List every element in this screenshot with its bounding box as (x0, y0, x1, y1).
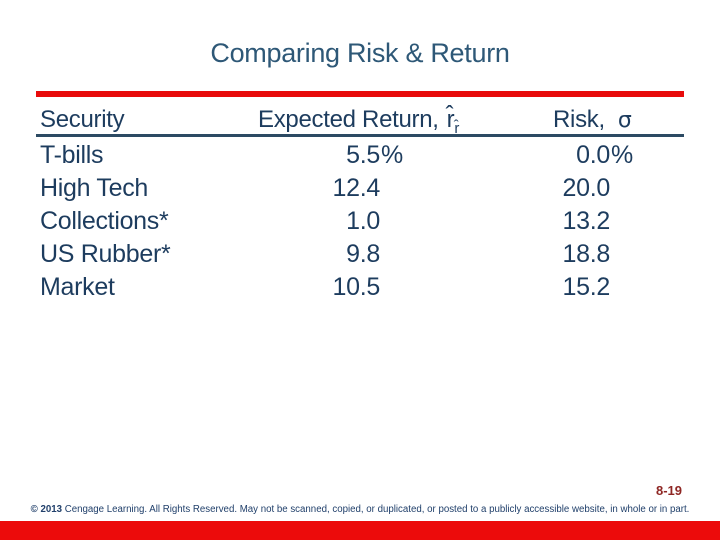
expected-return-cell: 9.8 (346, 240, 380, 268)
risk-cell: 18.8 (562, 240, 611, 268)
table-row: Market 10.5 15.2 (0, 271, 720, 304)
security-cell: T-bills (40, 141, 104, 169)
expected-return-cell: 5.5 (346, 141, 380, 169)
security-cell: Market (40, 273, 115, 301)
copyright-body: Cengage Learning. All Rights Reserved. M… (64, 504, 690, 515)
r-hat-subscript: r̂ (454, 119, 460, 137)
col-header-risk: Risk, σ (553, 104, 632, 136)
risk-cell: 13.2 (562, 207, 611, 235)
risk-cell: 20.0 (562, 174, 611, 202)
table-row: US Rubber* 9.8 18.8 (0, 238, 720, 271)
table-row: Collections* 1.0 13.2 (0, 205, 720, 238)
expected-return-cell: 1.0 (346, 207, 380, 235)
table-header-row: Security Expected Return, r̂r̂ Risk, σ (0, 104, 720, 137)
sigma-symbol: σ (617, 108, 632, 133)
risk-label: Risk, (553, 106, 605, 133)
expected-return-suffix: % (381, 141, 403, 169)
expected-return-label: Expected Return, (258, 106, 439, 133)
r-hat-symbol: r̂ (446, 106, 455, 133)
risk-cell: 15.2 (562, 273, 611, 301)
table-header-underline (36, 134, 684, 137)
security-cell: US Rubber* (40, 240, 171, 268)
table-row: High Tech 12.4 20.0 (0, 172, 720, 205)
table-row: T-bills 5.5 % 0.0 % (0, 139, 720, 172)
risk-cell: 0.0 (576, 141, 610, 169)
risk-suffix: % (611, 141, 633, 169)
copyright-text: © 2013 Cengage Learning. All Rights Rese… (0, 502, 720, 517)
copyright-year: © 2013 (30, 504, 62, 515)
col-header-expected-return: Expected Return, r̂r̂ (258, 104, 459, 144)
page-number: 8-19 (655, 483, 682, 498)
footer-accent-bar (0, 521, 720, 540)
expected-return-cell: 12.4 (332, 174, 381, 202)
title-rule (36, 91, 684, 97)
col-header-security: Security (40, 106, 125, 133)
expected-return-cell: 10.5 (332, 273, 381, 301)
security-cell: Collections* (40, 207, 169, 235)
security-cell: High Tech (40, 174, 149, 202)
slide-title: Comparing Risk & Return (210, 38, 510, 68)
